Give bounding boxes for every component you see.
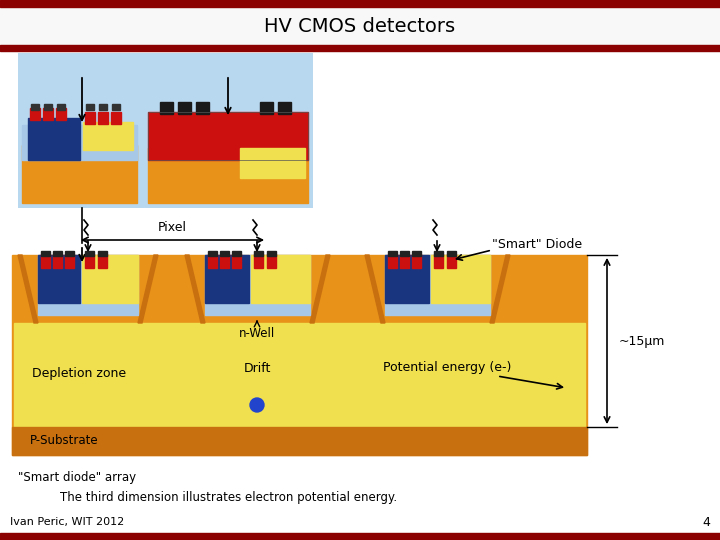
Bar — [38, 255, 80, 303]
Bar — [251, 255, 310, 303]
Bar — [148, 112, 308, 160]
Bar — [12, 427, 587, 455]
Bar — [99, 104, 107, 110]
Bar — [267, 251, 276, 256]
Bar — [28, 118, 80, 160]
Bar — [388, 251, 397, 256]
Bar — [232, 254, 241, 268]
Bar — [208, 254, 217, 268]
Bar — [0, 45, 720, 51]
Text: Potential energy (e-): Potential energy (e-) — [383, 361, 511, 375]
Bar — [388, 254, 397, 268]
Text: Pixel: Pixel — [158, 221, 187, 234]
Text: ~15µm: ~15µm — [619, 334, 665, 348]
Bar — [412, 254, 421, 268]
Bar — [98, 112, 108, 124]
Bar — [85, 251, 94, 256]
Text: Drift: Drift — [243, 361, 271, 375]
Bar — [98, 251, 107, 256]
Bar — [160, 102, 173, 114]
Bar — [22, 145, 137, 203]
Bar — [178, 102, 191, 114]
Text: Depletion zone: Depletion zone — [32, 367, 126, 380]
Bar — [112, 104, 120, 110]
Bar — [12, 255, 587, 455]
Text: Ivan Peric, WIT 2012: Ivan Peric, WIT 2012 — [10, 517, 125, 527]
Bar — [41, 251, 50, 256]
Bar — [14, 323, 585, 433]
Bar — [400, 254, 409, 268]
Bar — [0, 0, 720, 7]
Polygon shape — [365, 255, 385, 323]
Bar — [267, 254, 276, 268]
Bar — [220, 254, 229, 268]
Bar — [38, 255, 138, 315]
Bar — [412, 251, 421, 256]
Polygon shape — [138, 255, 158, 323]
Bar — [434, 251, 443, 256]
Bar — [431, 255, 490, 303]
Bar — [232, 251, 241, 256]
Bar — [53, 251, 62, 256]
Bar — [0, 7, 720, 45]
Bar — [148, 148, 308, 203]
Bar — [385, 255, 490, 315]
Text: n-Well: n-Well — [239, 327, 275, 340]
Bar — [447, 251, 456, 256]
Bar — [400, 251, 409, 256]
Bar — [83, 122, 133, 150]
Bar — [57, 104, 65, 110]
Bar — [98, 254, 107, 268]
Bar — [434, 254, 443, 268]
Bar — [196, 102, 209, 114]
Bar — [254, 254, 263, 268]
Bar — [260, 102, 273, 114]
Bar — [41, 254, 50, 268]
Text: "Smart diode" array: "Smart diode" array — [18, 470, 136, 483]
Text: "Smart" Diode: "Smart" Diode — [492, 239, 582, 252]
Circle shape — [250, 398, 264, 412]
Bar — [220, 251, 229, 256]
Bar — [0, 533, 720, 540]
Bar — [43, 108, 53, 120]
Bar — [31, 104, 39, 110]
Bar — [82, 255, 138, 303]
Bar — [205, 255, 310, 315]
Polygon shape — [490, 255, 510, 323]
Text: P-Substrate: P-Substrate — [30, 435, 99, 448]
Bar — [22, 125, 137, 160]
Bar — [86, 104, 94, 110]
Text: 4: 4 — [702, 516, 710, 529]
Bar — [44, 104, 52, 110]
Bar — [240, 148, 305, 178]
Polygon shape — [185, 255, 205, 323]
Bar — [385, 255, 429, 303]
Polygon shape — [310, 255, 330, 323]
Bar — [111, 112, 121, 124]
Bar — [85, 254, 94, 268]
Bar — [205, 255, 249, 303]
Bar — [56, 108, 66, 120]
Bar — [278, 102, 291, 114]
Bar — [85, 112, 95, 124]
Bar — [447, 254, 456, 268]
Text: The third dimension illustrates electron potential energy.: The third dimension illustrates electron… — [60, 490, 397, 503]
Bar — [53, 254, 62, 268]
Bar — [65, 251, 74, 256]
Bar — [65, 254, 74, 268]
Bar — [148, 112, 308, 160]
Bar — [18, 53, 313, 208]
Bar — [30, 108, 40, 120]
Bar — [208, 251, 217, 256]
Polygon shape — [18, 255, 38, 323]
Text: HV CMOS detectors: HV CMOS detectors — [264, 17, 456, 36]
Bar — [254, 251, 263, 256]
